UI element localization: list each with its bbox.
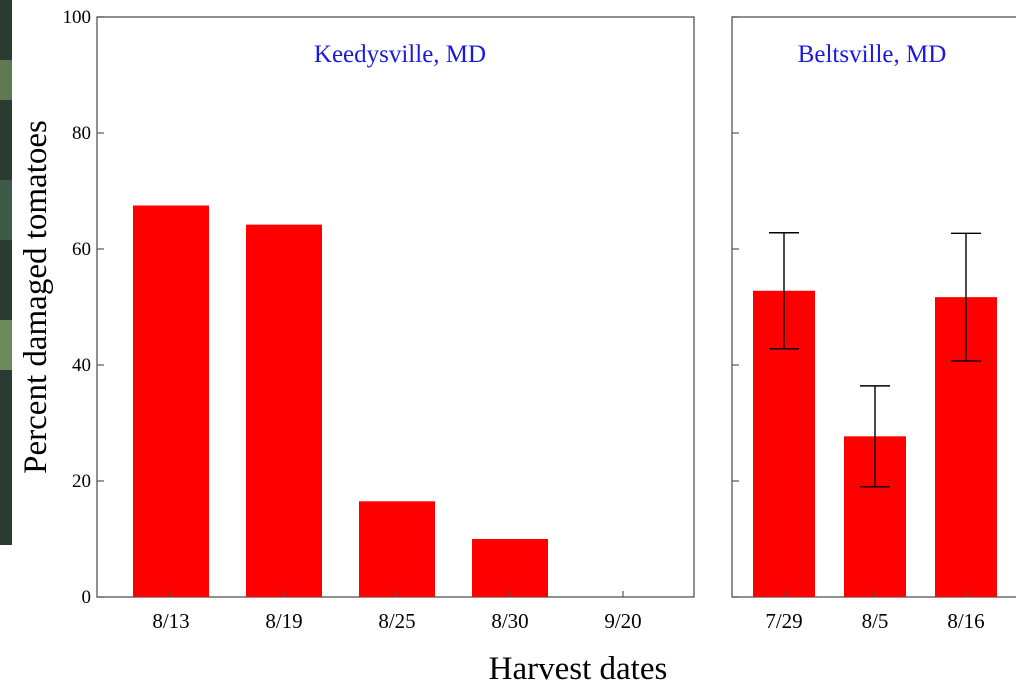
background-photo-strip xyxy=(0,0,12,545)
x-tick-label: 8/5 xyxy=(862,609,889,633)
bar-8-19 xyxy=(246,224,322,597)
bars-left xyxy=(133,205,548,597)
y-tick-label: 40 xyxy=(72,355,91,376)
y-tick-label: 60 xyxy=(72,239,91,260)
y-tick-label: 20 xyxy=(72,471,91,492)
panel-title-beltsville: Beltsville, MD xyxy=(798,41,947,68)
x-tick-label: 9/20 xyxy=(604,609,641,633)
panel-keedysville: 0 20 40 60 80 100 8/13 8/19 8/25 8/30 9/20 Keedys… xyxy=(63,7,695,633)
y-axis-left: 0 20 40 60 80 100 xyxy=(63,7,104,608)
error-bar-7-29 xyxy=(769,232,799,350)
panel-title-keedysville: Keedysville, MD xyxy=(314,41,486,68)
x-tick-label: 8/13 xyxy=(152,609,189,633)
error-bars-right xyxy=(769,232,981,488)
error-bar-8-16 xyxy=(951,232,981,362)
y-axis-title: Percent damaged tomatoes xyxy=(18,120,54,474)
y-tick-label: 100 xyxy=(63,7,92,28)
x-tick-label: 8/25 xyxy=(378,609,415,633)
y-tick-label: 80 xyxy=(72,123,91,144)
x-axis-title: Harvest dates xyxy=(489,651,668,687)
panel-beltsville: 7/29 8/5 8/16 Beltsville, MD xyxy=(731,16,1016,633)
bar-8-13 xyxy=(133,205,209,597)
bar-8-25 xyxy=(359,501,435,597)
y-axis-right xyxy=(732,16,739,598)
x-tick-label: 7/29 xyxy=(765,609,802,633)
x-tick-label: 8/19 xyxy=(265,609,302,633)
error-bar-8-5 xyxy=(860,385,890,488)
x-axis-left: 8/13 8/19 8/25 8/30 9/20 xyxy=(152,591,642,633)
y-tick-label: 0 xyxy=(82,587,92,608)
x-tick-label: 8/16 xyxy=(947,609,984,633)
x-tick-label: 8/30 xyxy=(491,609,528,633)
x-axis-right: 7/29 8/5 8/16 xyxy=(765,591,985,633)
bar-8-30 xyxy=(472,539,548,597)
